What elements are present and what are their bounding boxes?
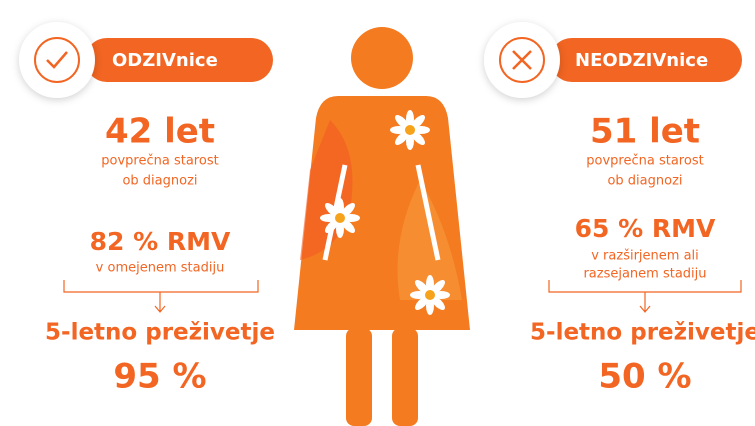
survival-label: 5-letno preživetje <box>45 320 275 346</box>
rmv-caption: razsejanem stadiju <box>583 267 706 282</box>
rmv-caption: v razširjenem ali <box>591 249 699 264</box>
bracket <box>549 280 741 312</box>
group-label: ODZIVnice <box>112 50 218 71</box>
age-caption: ob diagnozi <box>122 174 197 189</box>
age: 51 let <box>590 112 700 152</box>
bracket <box>64 280 258 312</box>
survival-label: 5-letno preživetje <box>530 320 755 346</box>
group-label: NEODZIVnice <box>575 50 708 71</box>
rmv: 82 % RMV <box>90 227 231 256</box>
rmv-caption: v omejenem stadiju <box>96 261 225 276</box>
rmv: 65 % RMV <box>575 214 716 243</box>
badge-left: ODZIVnice <box>19 22 273 98</box>
survival: 50 % <box>598 357 691 397</box>
age: 42 let <box>105 112 215 152</box>
column-right: 51 let povprečna starost ob diagnozi 65 … <box>530 112 755 397</box>
column-left: 42 let povprečna starost ob diagnozi 82 … <box>45 112 275 397</box>
woman-figure <box>294 27 470 426</box>
survival: 95 % <box>113 357 206 397</box>
age-caption: povprečna starost <box>101 154 218 169</box>
badge-right: NEODZIVnice <box>484 22 742 98</box>
age-caption: ob diagnozi <box>607 174 682 189</box>
infographic: ODZIVnice NEODZIVnice 42 let povprečna s… <box>0 0 755 426</box>
age-caption: povprečna starost <box>586 154 703 169</box>
